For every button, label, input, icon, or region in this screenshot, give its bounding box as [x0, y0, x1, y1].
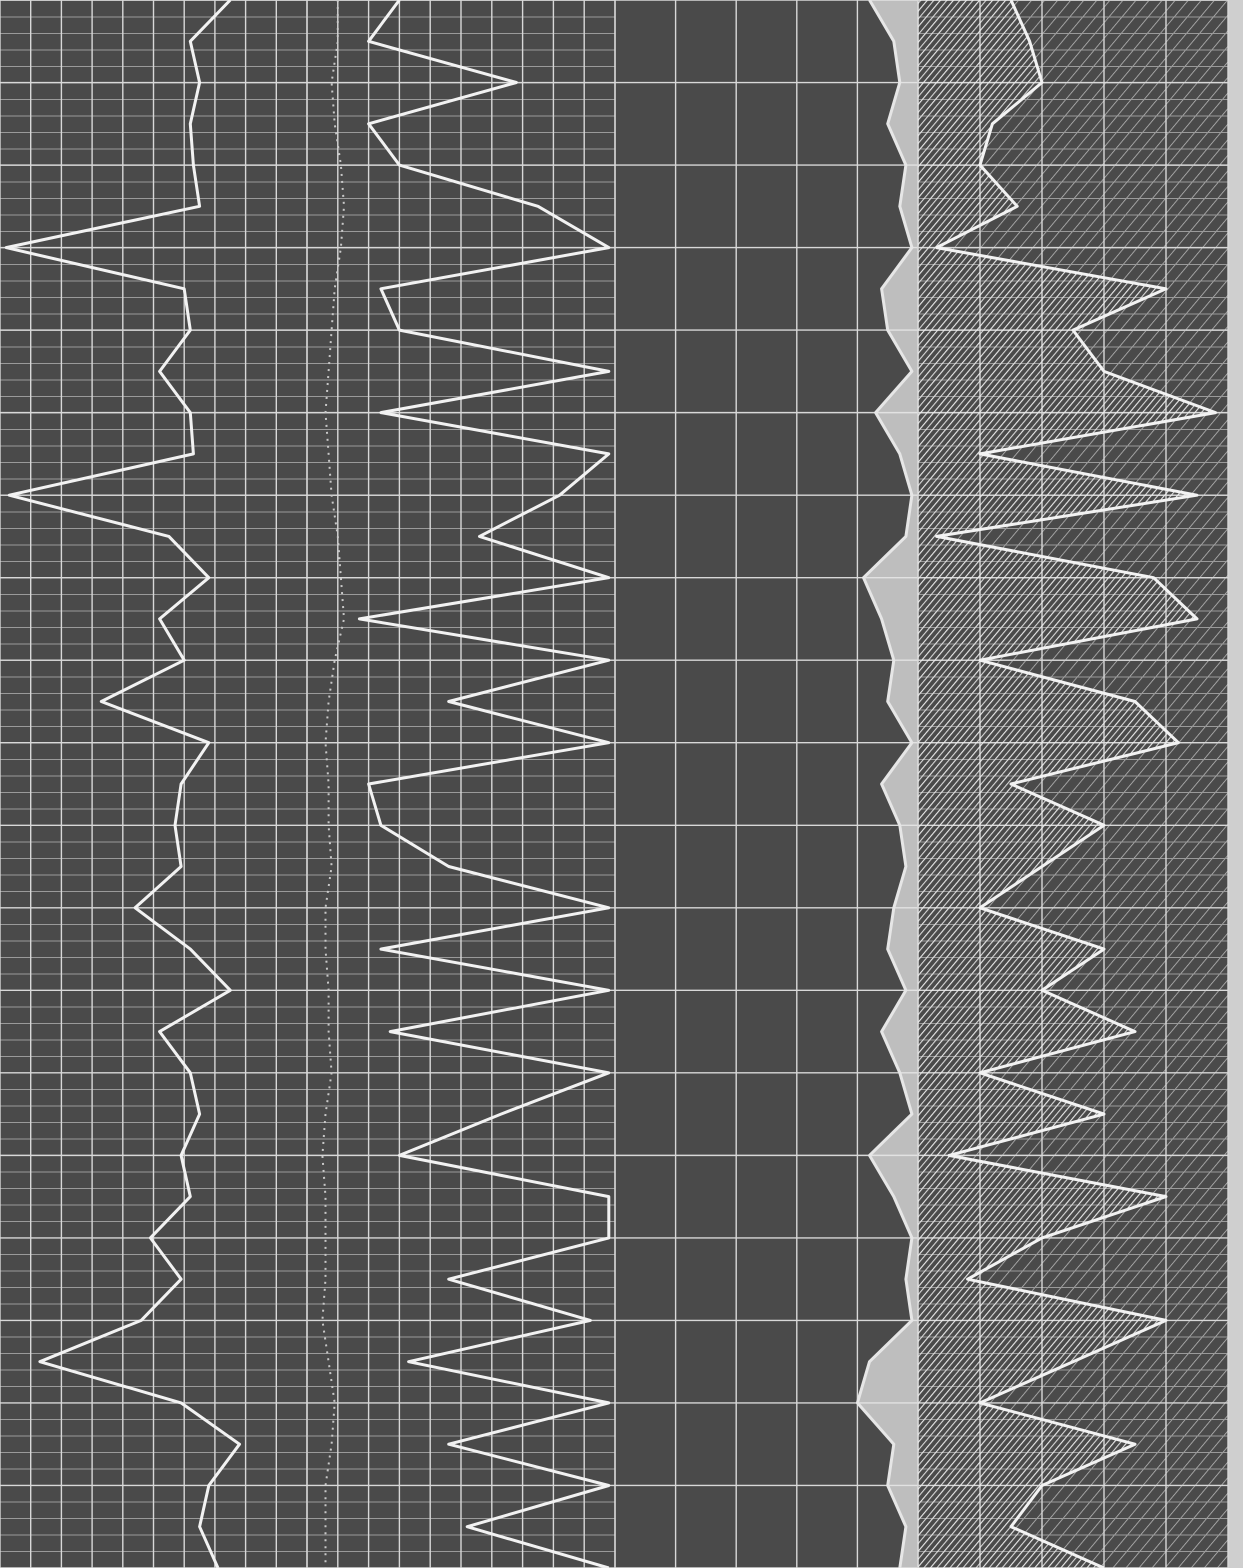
edge-strip: [1228, 0, 1243, 1568]
area: [857, 0, 918, 1568]
curve: [4, 0, 241, 1568]
curve: [357, 0, 611, 1568]
area: [918, 0, 1216, 1568]
curve: [855, 0, 914, 1568]
curve: [935, 0, 1218, 1568]
